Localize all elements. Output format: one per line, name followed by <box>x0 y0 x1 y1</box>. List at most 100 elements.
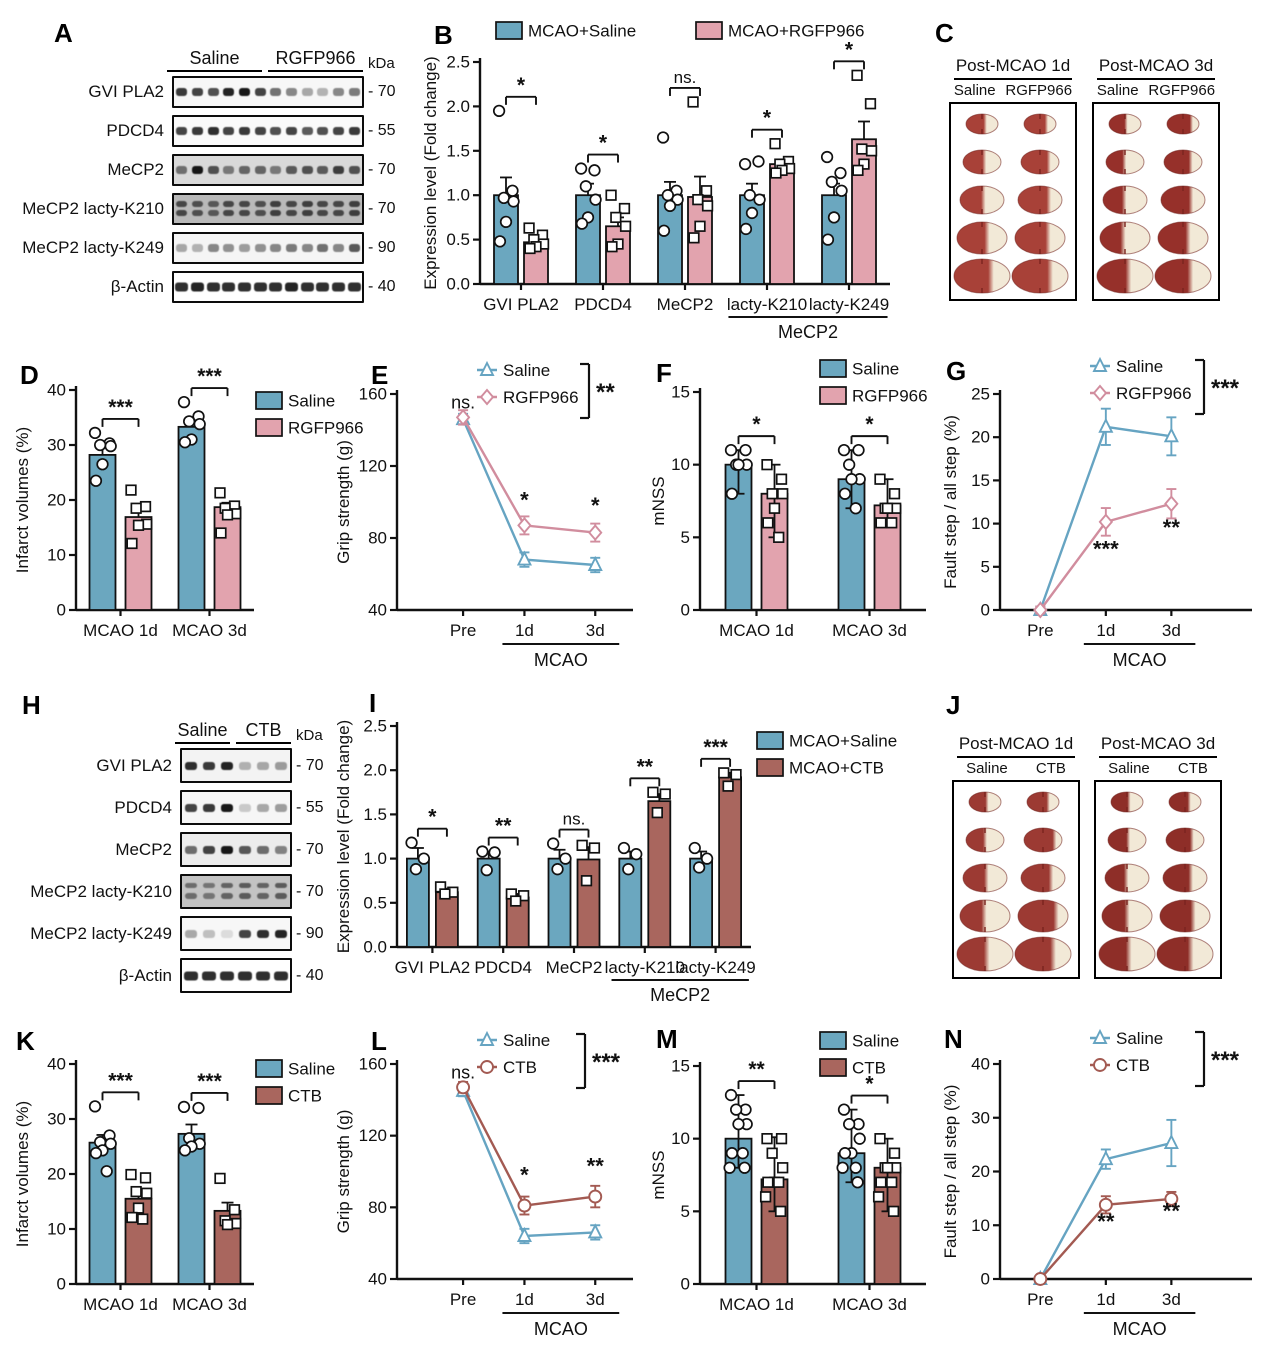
blot-band <box>239 88 250 96</box>
svg-text:MCAO 1d: MCAO 1d <box>719 1295 794 1314</box>
svg-text:Expression level (Fold change): Expression level (Fold change) <box>334 720 353 953</box>
svg-text:160: 160 <box>359 1055 387 1074</box>
blot-row: MeCP2 lacty-K249 - 90 <box>14 232 418 264</box>
blot-band <box>348 210 360 216</box>
svg-text:***: *** <box>592 1049 621 1076</box>
blot-band <box>333 210 344 216</box>
svg-text:**: ** <box>1163 1198 1181 1223</box>
blot-band <box>239 244 250 252</box>
svg-text:MCAO: MCAO <box>534 650 588 670</box>
blot-band <box>176 210 188 216</box>
svg-text:MCAO 1d: MCAO 1d <box>83 1295 158 1314</box>
svg-text:***: *** <box>1211 375 1240 402</box>
kda-marker: - 70 <box>296 840 324 858</box>
blot-band <box>202 929 216 938</box>
blot-band <box>256 882 270 889</box>
svg-text:MCAO+Saline: MCAO+Saline <box>789 732 897 751</box>
svg-text:*: * <box>763 107 772 130</box>
brain-box: Post-MCAO 1d Saline RGFP966 <box>949 56 1077 301</box>
svg-text:0.5: 0.5 <box>363 893 387 912</box>
svg-text:0.0: 0.0 <box>446 275 470 294</box>
legend: Saline CTB <box>819 1031 899 1078</box>
svg-text:Expression level (Fold change): Expression level (Fold change) <box>421 56 440 289</box>
svg-text:Saline: Saline <box>1116 1029 1163 1048</box>
blot-row-label: β-Actin <box>110 277 164 296</box>
svg-text:30: 30 <box>47 1110 66 1129</box>
svg-text:*: * <box>865 1073 874 1096</box>
svg-text:Saline: Saline <box>503 361 550 380</box>
svg-text:5: 5 <box>681 528 690 547</box>
brain-slices-frame <box>1094 780 1222 979</box>
blot-band <box>301 127 313 135</box>
blot-band <box>220 882 234 889</box>
svg-text:Saline: Saline <box>1116 357 1163 376</box>
blot-row: MeCP2 lacty-K249 - 90 <box>14 916 344 951</box>
blot-band <box>206 282 220 292</box>
blot-band <box>301 244 313 252</box>
blot-lane-box <box>172 115 364 147</box>
brain-slice <box>1156 936 1214 972</box>
svg-text:15: 15 <box>971 471 990 490</box>
panel-L: L 40 80 120 160 Grip strength (g) Pre 1d 3d MCAO… <box>333 1020 645 1349</box>
blot-band <box>285 282 298 292</box>
blot-row-label: MeCP2 lacty-K210 <box>30 881 172 901</box>
x-axis-labels: MCAO 1d MCAO 3d <box>719 610 907 640</box>
svg-text:1.5: 1.5 <box>363 805 387 824</box>
x-axis-labels: MCAO 1d MCAO 3d <box>83 610 247 640</box>
series-Saline <box>455 1081 603 1245</box>
blot-lane-box <box>172 154 364 186</box>
blot-band <box>317 201 329 207</box>
panel-N: N 0 10 20 30 40 Fault step / all step (%) Pre 1… <box>941 1020 1268 1349</box>
blot-band <box>348 88 360 96</box>
blot-band <box>184 845 198 854</box>
series-MCAO+CTB <box>434 767 743 948</box>
svg-text:ns.: ns. <box>451 1062 475 1082</box>
svg-text:10: 10 <box>971 1216 990 1235</box>
svg-text:0.5: 0.5 <box>446 230 470 249</box>
blot-band <box>207 244 219 252</box>
blot-band <box>348 166 360 174</box>
panel-M: M 0 5 10 15 mNSS MCAO 1d MCAO 3d ** * Saline CTB <box>648 1020 948 1349</box>
significance-brackets: * ** ns.***** <box>416 736 732 846</box>
svg-text:Saline: Saline <box>503 1031 550 1050</box>
blot-row: PDCD4 - 55 <box>14 790 344 825</box>
panel-C: C Post-MCAO 1d Saline RGFP966 Post-MCAO 3d S… <box>905 8 1267 342</box>
brain-slices-frame <box>1092 102 1220 301</box>
blot-band <box>254 166 266 174</box>
series-CTB <box>456 1080 603 1216</box>
blot-band <box>192 201 203 207</box>
chart-B: 0.0 0.5 1.0 1.5 2.0 2.5 Expression level (Fold… <box>421 21 890 342</box>
blot-band <box>348 201 360 207</box>
panel-letter-M: M <box>656 1024 678 1054</box>
chart-L: 40 80 120 160 Grip strength (g) Pre 1d 3d MCAO ns… <box>334 1030 633 1339</box>
svg-text:*: * <box>517 74 526 97</box>
svg-text:0: 0 <box>681 601 690 620</box>
svg-text:ns.: ns. <box>451 392 475 412</box>
blot-group-label: CTB <box>236 720 291 744</box>
significance-brackets: *** *** <box>101 1069 229 1101</box>
blot-band <box>207 201 219 207</box>
svg-text:Pre: Pre <box>450 1290 476 1309</box>
blot-band <box>220 845 234 854</box>
blot-band <box>317 210 329 216</box>
svg-text:PDCD4: PDCD4 <box>474 958 532 977</box>
brain-box: Post-MCAO 3d Saline CTB <box>1094 734 1222 979</box>
legend: Saline RGFP966 *** <box>1090 356 1240 416</box>
blot-row-label: MeCP2 lacty-K249 <box>30 923 172 943</box>
kda-marker: - 70 <box>368 83 396 100</box>
blot-band <box>238 803 252 812</box>
svg-text:0: 0 <box>681 1275 690 1294</box>
svg-text:40: 40 <box>971 1055 990 1074</box>
blot-band <box>274 882 288 889</box>
svg-text:MCAO+CTB: MCAO+CTB <box>789 759 884 778</box>
blot-row-label: β-Actin <box>118 965 172 985</box>
brain-column-label: Saline <box>966 760 1008 777</box>
svg-text:MCAO 3d: MCAO 3d <box>172 1295 247 1314</box>
blot-band <box>202 882 216 889</box>
panel-letter-L: L <box>371 1026 387 1056</box>
panel-letter-N: N <box>944 1024 963 1054</box>
svg-text:Saline: Saline <box>288 1060 335 1079</box>
panel-E: E 40 80 120 160 Grip strength (g) Pre 1d 3d MCAO… <box>333 346 645 684</box>
svg-text:Pre: Pre <box>450 621 476 640</box>
